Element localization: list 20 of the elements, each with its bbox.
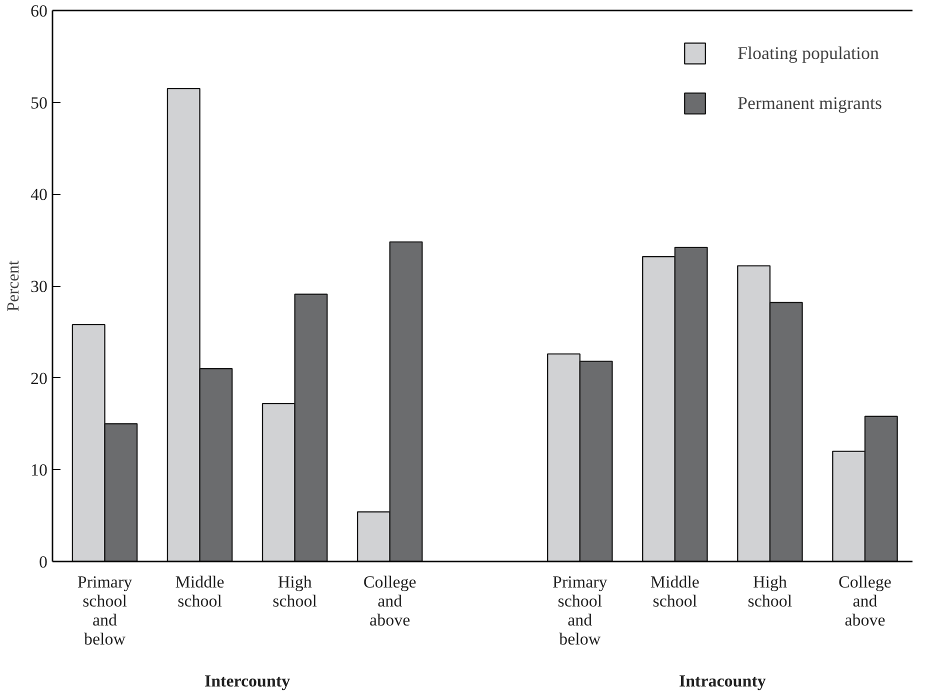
y-tick-label: 10	[30, 460, 48, 480]
legend-label: Permanent migrants	[738, 92, 882, 114]
text: Intercounty	[204, 672, 291, 690]
text: Intracounty	[679, 672, 766, 690]
x-tick-label: College and above	[838, 572, 892, 630]
y-tick-label: 0	[39, 552, 48, 572]
x-tick-label: College and above	[363, 572, 416, 630]
y-tick-label: 60	[30, 2, 48, 20]
x-tick-label: High school	[748, 572, 792, 610]
y-axis-title: Percent	[4, 260, 22, 312]
y-tick-label: 50	[30, 93, 48, 112]
y-tick-label: 30	[30, 277, 48, 296]
y-tick-label: 20	[30, 368, 48, 388]
x-tick-label: Primary school and below	[552, 572, 608, 648]
x-tick-label: Primary school and below	[77, 572, 133, 648]
y-tick-label: 40	[30, 185, 48, 204]
x-tick-label: Middle school	[650, 572, 700, 610]
legend-label: Floating population	[738, 42, 880, 64]
x-tick-label: High school	[272, 572, 318, 610]
x-tick-label: Middle school	[175, 572, 224, 610]
